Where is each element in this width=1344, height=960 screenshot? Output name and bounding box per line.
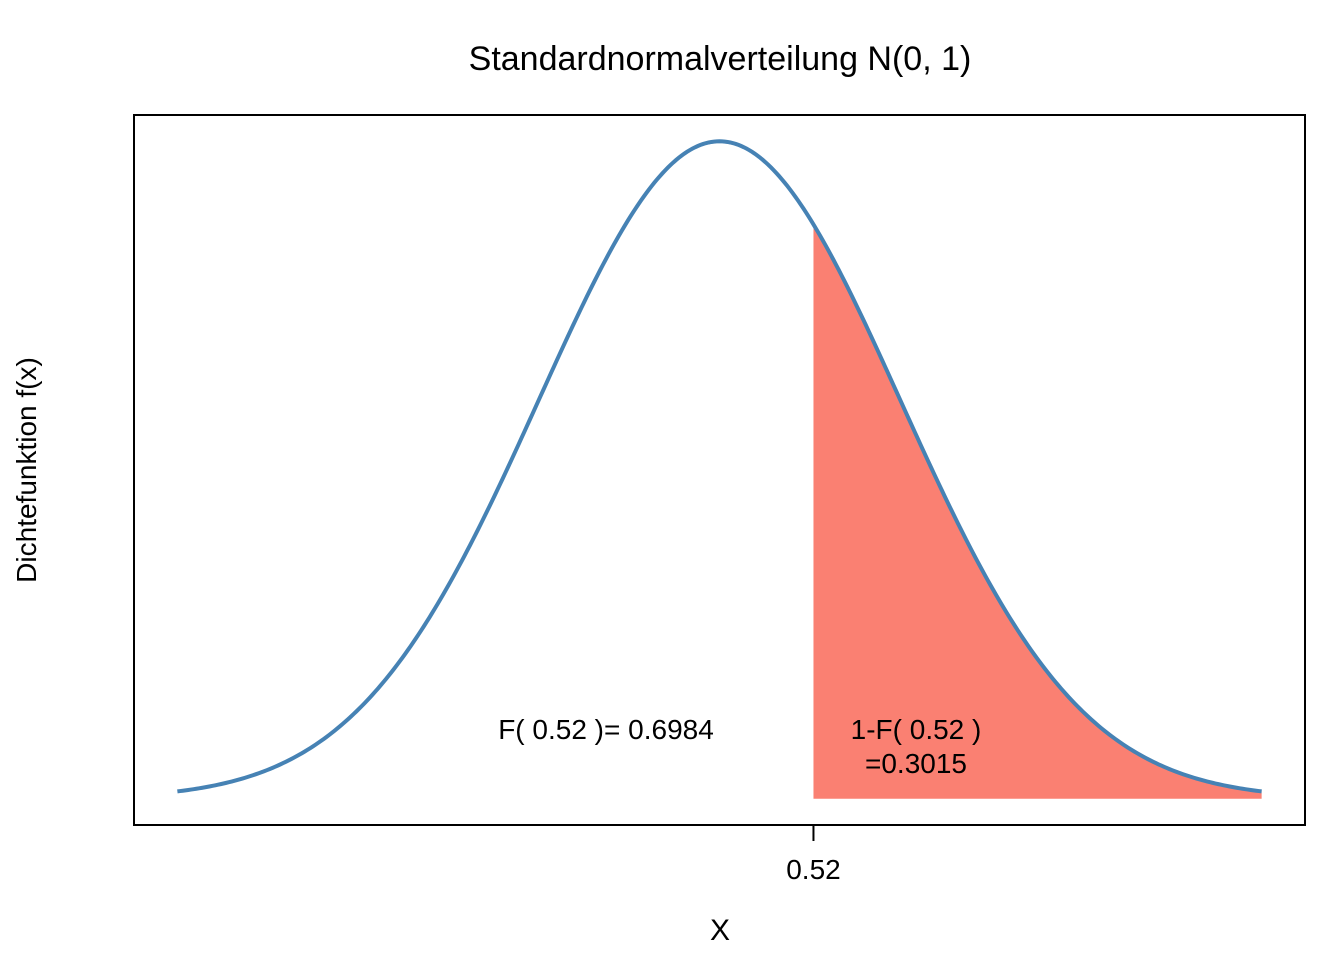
y-axis-label: Dichtefunktion f(x) (11, 357, 42, 583)
x-axis-label: X (710, 914, 730, 947)
x-tick-label: 0.52 (786, 854, 841, 885)
density-curve (177, 139, 1262, 794)
plot-frame (133, 114, 1306, 826)
upper-area-annotation-line1: 1-F( 0.52 ) (851, 714, 982, 745)
upper-area-annotation-line2: =0.3015 (865, 748, 967, 779)
chart-title: Standardnormalverteilung N(0, 1) (469, 40, 972, 78)
upper-tail-area (813, 224, 1262, 799)
lower-area-annotation: F( 0.52 )= 0.6984 (498, 714, 714, 745)
